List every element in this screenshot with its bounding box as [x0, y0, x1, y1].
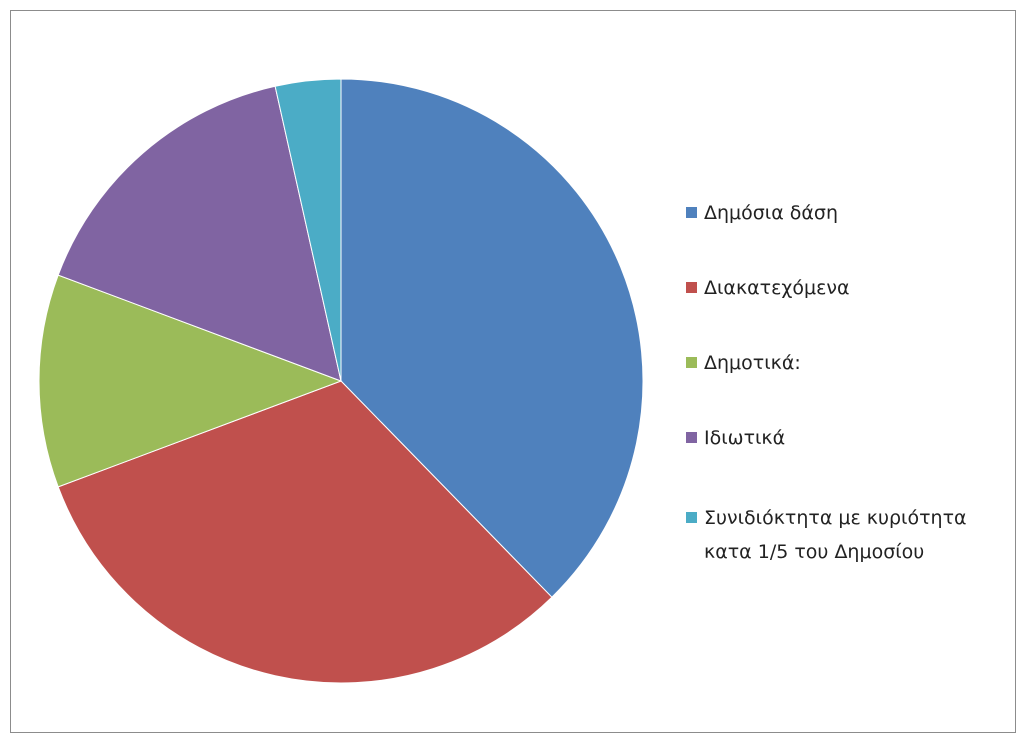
legend-item: Συνιδιόκτητα με κυριότητα κατα 1/5 του Δ… — [686, 501, 1006, 569]
legend-swatch — [686, 357, 697, 368]
legend-label: Δημοτικά: — [704, 352, 801, 374]
legend-swatch — [686, 282, 697, 293]
legend: Δημόσια δάση Διακατεχόμενα Δημοτικά: Ιδιωτι… — [686, 196, 1006, 610]
legend-item: Διακατεχόμενα — [686, 271, 1006, 305]
legend-item: Ιδιωτικά — [686, 421, 1006, 455]
pie-slice — [340, 78, 644, 598]
legend-swatch — [686, 207, 697, 218]
legend-item: Δημοτικά: — [686, 346, 1006, 380]
pie-slice — [38, 274, 343, 488]
chart-frame — [10, 10, 1016, 733]
legend-label: Δημόσια δάση — [704, 202, 839, 224]
legend-label: Συνιδιόκτητα με κυριότητα κατα 1/5 του Δ… — [704, 507, 967, 563]
pie-slice — [57, 380, 553, 684]
pie-slice — [274, 78, 342, 382]
pie-slice — [57, 85, 342, 382]
legend-swatch — [686, 432, 697, 443]
legend-swatch — [686, 512, 697, 523]
legend-item: Δημόσια δάση — [686, 196, 1006, 230]
legend-label: Διακατεχόμενα — [704, 277, 850, 299]
legend-label: Ιδιωτικά — [704, 427, 786, 449]
